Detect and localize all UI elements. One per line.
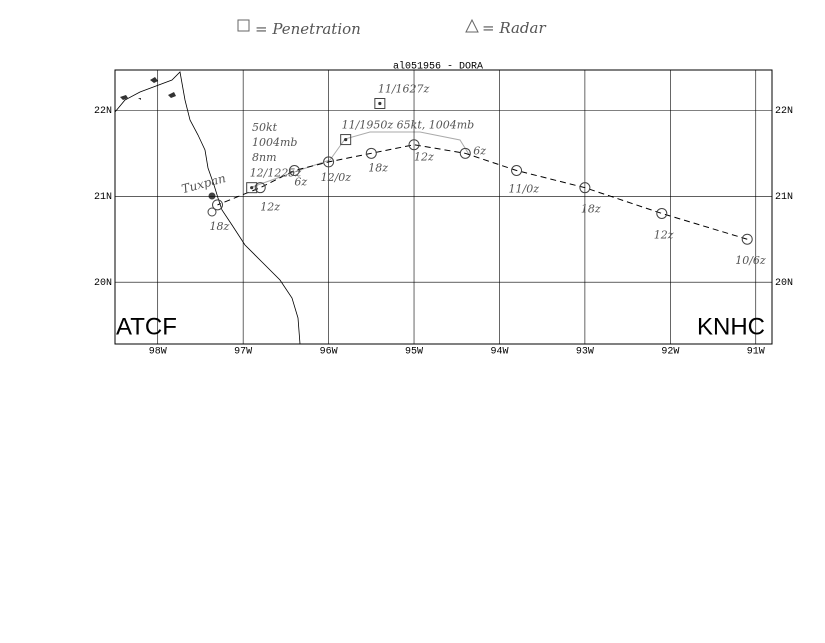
fix-label: 11/1627z xyxy=(378,82,430,95)
track-time-label: 18z xyxy=(368,161,388,174)
fix-label: 11/1950z 65kt, 1004mb xyxy=(342,119,475,132)
x-tick-label: 92W xyxy=(661,347,679,358)
y-tick-label-right: 20N xyxy=(775,278,793,289)
track-line xyxy=(217,144,748,240)
x-tick-label: 94W xyxy=(490,347,508,358)
track-point xyxy=(741,233,753,245)
track-time-label: 6z xyxy=(294,175,307,188)
track-time-label: 12/0z xyxy=(321,171,352,184)
track-point xyxy=(459,147,471,159)
x-tick-label: 93W xyxy=(576,347,594,358)
knhc-label: KNHC xyxy=(697,313,765,340)
track-time-label: 10/6z xyxy=(735,254,766,267)
x-tick-label: 98W xyxy=(149,347,167,358)
track-time-label: 12z xyxy=(260,201,280,214)
islands xyxy=(120,77,176,100)
track-point xyxy=(288,164,300,176)
map-frame xyxy=(114,69,773,345)
penetration-fix xyxy=(246,182,258,194)
track-time-label: 12z xyxy=(654,228,674,241)
fix-label: 12/1225z xyxy=(250,167,302,180)
note-label: 50kt xyxy=(252,121,278,134)
x-tick-label: 95W xyxy=(405,347,423,358)
track-point xyxy=(511,164,523,176)
track-point xyxy=(656,207,668,219)
y-tick-label: 22N xyxy=(94,106,112,117)
radar-symbol xyxy=(465,18,479,33)
track-time-label: 18z xyxy=(581,203,601,216)
track-time-label: 6z xyxy=(473,144,486,157)
track-point xyxy=(408,139,420,151)
track-point xyxy=(254,182,266,194)
y-tick-label-right: 22N xyxy=(775,106,793,117)
penetration-symbol xyxy=(237,19,250,32)
note-label: 1004mb xyxy=(252,136,297,149)
map xyxy=(114,70,772,345)
y-tick-label: 21N xyxy=(94,192,112,203)
penetration-fix xyxy=(374,97,386,109)
fix-track xyxy=(251,131,471,188)
landfall-circle xyxy=(207,207,217,217)
x-tick-label: 91W xyxy=(747,347,765,358)
track-point xyxy=(365,147,377,159)
track-point xyxy=(212,199,224,211)
fix-center xyxy=(378,101,382,106)
track-time-label: 11/0z xyxy=(509,182,540,195)
legend-penetration: = Penetration xyxy=(255,20,361,38)
fix-center xyxy=(344,137,348,142)
map-title: al051956 - DORA xyxy=(393,61,483,73)
track-point xyxy=(579,182,591,194)
fix-center xyxy=(250,186,254,190)
penetration-fix xyxy=(340,134,352,146)
coastline xyxy=(114,71,301,345)
track-point xyxy=(323,156,335,168)
atcf-label: ATCF xyxy=(116,313,177,340)
legend-radar: = Radar xyxy=(482,19,546,37)
y-tick-label: 20N xyxy=(94,278,112,289)
x-tick-label: 96W xyxy=(320,347,338,358)
y-tick-label-right: 21N xyxy=(775,192,793,203)
note-label: 8nm xyxy=(252,151,277,164)
track-time-label: 12z xyxy=(414,151,434,164)
x-tick-label: 97W xyxy=(234,347,252,358)
track-time-label: 18z xyxy=(210,220,230,233)
